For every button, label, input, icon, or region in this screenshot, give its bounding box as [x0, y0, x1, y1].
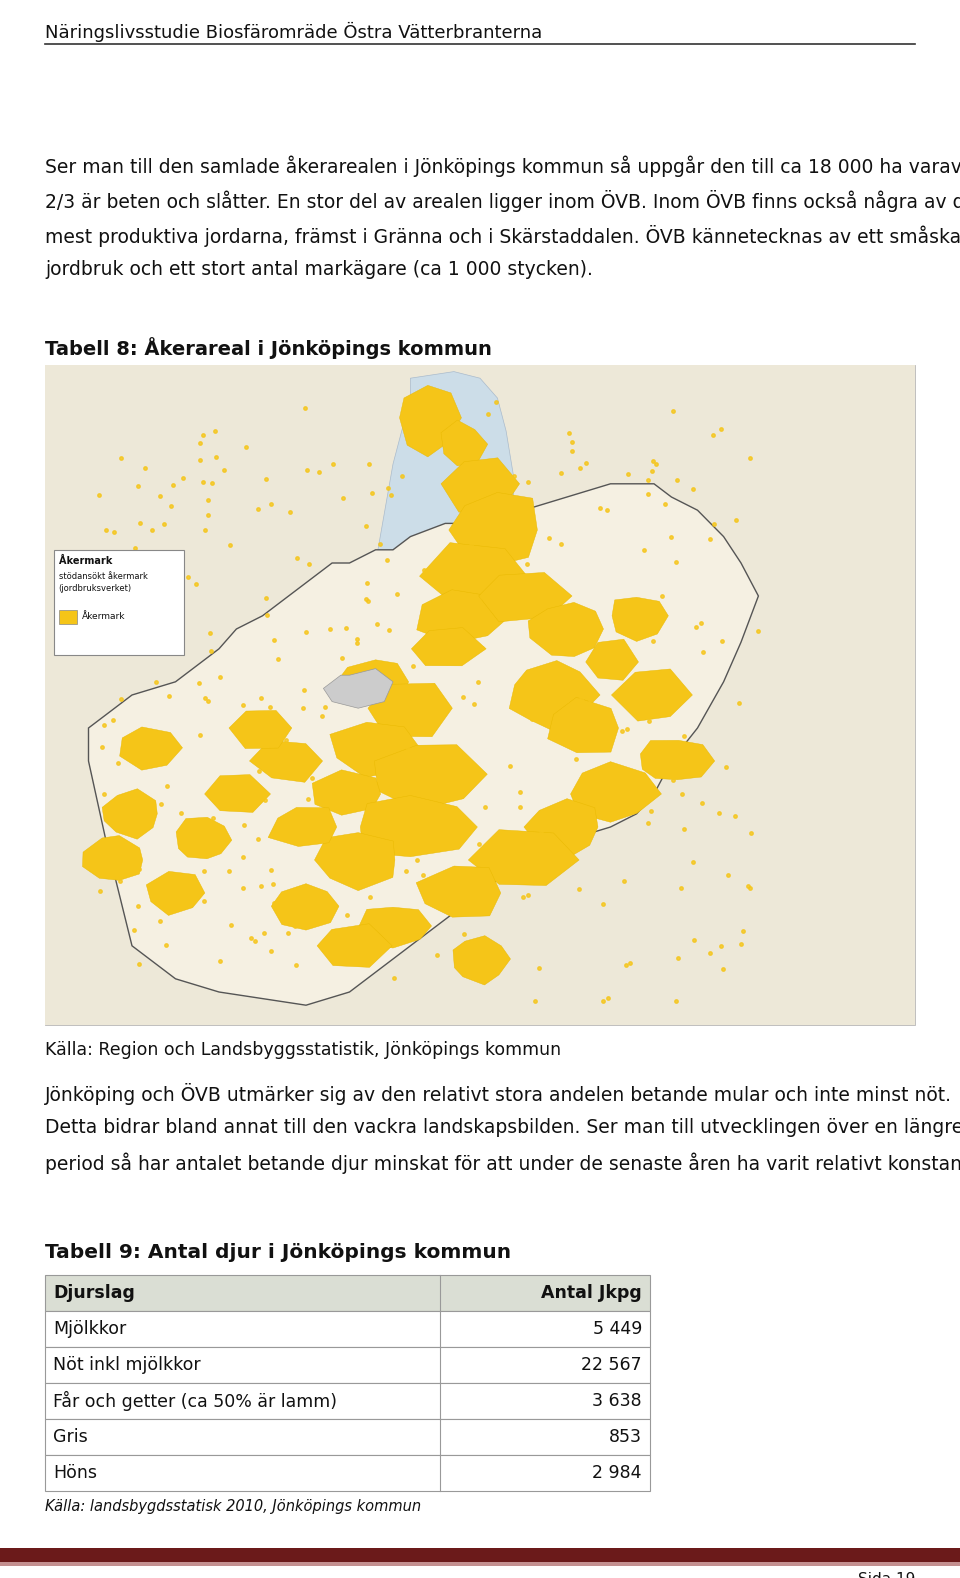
Bar — [45, 1348, 650, 1382]
Polygon shape — [612, 669, 692, 721]
Polygon shape — [449, 492, 538, 565]
Bar — [54, 549, 183, 655]
Polygon shape — [102, 789, 157, 839]
Text: Åkermark: Åkermark — [59, 555, 112, 567]
Text: mest produktiva jordarna, främst i Gränna och i Skärstaddalen. ÖVB kännetecknas : mest produktiva jordarna, främst i Gränn… — [45, 226, 960, 248]
Polygon shape — [586, 639, 638, 680]
Bar — [45, 365, 915, 1026]
Polygon shape — [441, 458, 519, 513]
Text: Jönköping och ÖVB utmärker sig av den relativt stora andelen betande mular och i: Jönköping och ÖVB utmärker sig av den re… — [45, 1083, 952, 1105]
Polygon shape — [359, 907, 432, 948]
Polygon shape — [330, 723, 420, 778]
Text: Åkermark: Åkermark — [82, 612, 125, 622]
Polygon shape — [268, 808, 337, 846]
Text: Ser man till den samlade åkerarealen i Jönköpings kommun så uppgår den till ca 1: Ser man till den samlade åkerarealen i J… — [45, 155, 960, 177]
Text: 3 638: 3 638 — [592, 1392, 642, 1411]
Text: Näringslivsstudie Biosfäromräde Östra Vätterbranterna: Näringslivsstudie Biosfäromräde Östra Vä… — [45, 22, 542, 43]
Text: Gris: Gris — [53, 1428, 87, 1445]
Text: 22 567: 22 567 — [582, 1356, 642, 1374]
Polygon shape — [374, 745, 488, 810]
Polygon shape — [399, 385, 462, 458]
Polygon shape — [324, 669, 393, 709]
Polygon shape — [146, 871, 204, 915]
Polygon shape — [317, 923, 393, 967]
Text: Sida 19: Sida 19 — [857, 1572, 915, 1578]
Bar — [45, 1311, 650, 1348]
Text: (jordbruksverket): (jordbruksverket) — [59, 584, 132, 593]
Polygon shape — [176, 817, 231, 858]
Bar — [45, 365, 915, 1026]
Text: Mjölkkor: Mjölkkor — [53, 1321, 127, 1338]
Polygon shape — [83, 836, 143, 881]
Bar — [45, 1382, 650, 1419]
Polygon shape — [315, 833, 395, 890]
Polygon shape — [453, 936, 511, 985]
Polygon shape — [375, 371, 515, 655]
Text: 853: 853 — [609, 1428, 642, 1445]
Polygon shape — [412, 628, 486, 666]
Polygon shape — [368, 683, 452, 737]
Text: Tabell 8: Åkerareal i Jönköpings kommun: Tabell 8: Åkerareal i Jönköpings kommun — [45, 338, 492, 358]
Polygon shape — [570, 762, 661, 822]
Bar — [45, 1455, 650, 1491]
Bar — [45, 1275, 650, 1311]
Polygon shape — [509, 661, 600, 734]
Polygon shape — [250, 740, 323, 783]
Text: Höns: Höns — [53, 1464, 97, 1482]
Polygon shape — [547, 697, 618, 753]
Polygon shape — [640, 740, 714, 780]
Text: 2/3 är beten och slåtter. En stor del av arealen ligger inom ÖVB. Inom ÖVB finns: 2/3 är beten och slåtter. En stor del av… — [45, 189, 960, 211]
Text: stödansökt åkermark: stödansökt åkermark — [59, 571, 148, 581]
Polygon shape — [88, 484, 758, 1005]
Polygon shape — [612, 598, 668, 641]
Text: period så har antalet betande djur minskat för att under de senaste åren ha vari: period så har antalet betande djur minsk… — [45, 1154, 960, 1174]
Text: Antal Jkpg: Antal Jkpg — [541, 1284, 642, 1302]
Bar — [45, 1419, 650, 1455]
Bar — [59, 609, 77, 623]
Polygon shape — [417, 590, 511, 644]
Polygon shape — [524, 798, 598, 858]
Polygon shape — [360, 795, 477, 857]
Text: jordbruk och ett stort antal markägare (ca 1 000 stycken).: jordbruk och ett stort antal markägare (… — [45, 260, 593, 279]
Polygon shape — [416, 866, 501, 917]
Polygon shape — [204, 775, 271, 813]
Polygon shape — [420, 543, 527, 609]
Bar — [0, 1562, 960, 1565]
Bar — [0, 1548, 960, 1562]
Text: Källa: Region och Landsbyggsstatistik, Jönköpings kommun: Källa: Region och Landsbyggsstatistik, J… — [45, 1041, 562, 1059]
Text: Tabell 9: Antal djur i Jönköpings kommun: Tabell 9: Antal djur i Jönköpings kommun — [45, 1243, 511, 1262]
Polygon shape — [337, 660, 409, 704]
Polygon shape — [229, 710, 292, 748]
Polygon shape — [468, 830, 579, 885]
Polygon shape — [441, 420, 488, 466]
Text: Får och getter (ca 50% är lamm): Får och getter (ca 50% är lamm) — [53, 1390, 337, 1411]
Polygon shape — [272, 884, 339, 929]
Text: Detta bidrar bland annat till den vackra landskapsbilden. Ser man till utvecklin: Detta bidrar bland annat till den vackra… — [45, 1117, 960, 1138]
Polygon shape — [120, 727, 182, 770]
Polygon shape — [528, 603, 604, 656]
Text: Nöt inkl mjölkkor: Nöt inkl mjölkkor — [53, 1356, 201, 1374]
Text: 2 984: 2 984 — [592, 1464, 642, 1482]
Text: Djurslag: Djurslag — [53, 1284, 134, 1302]
Text: Källa: landsbygdsstatisk 2010, Jönköpings kommun: Källa: landsbygdsstatisk 2010, Jönköping… — [45, 1499, 421, 1513]
Text: 5 449: 5 449 — [592, 1321, 642, 1338]
Polygon shape — [479, 573, 572, 622]
Polygon shape — [312, 770, 380, 816]
